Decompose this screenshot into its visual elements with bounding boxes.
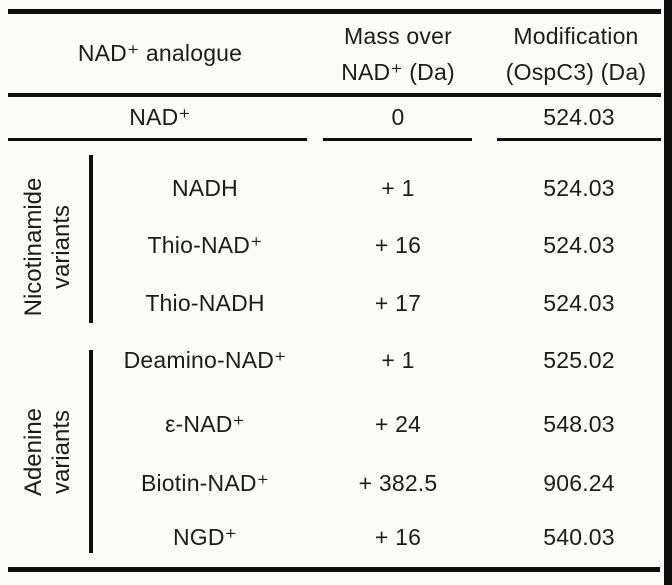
analogue-name: NAD⁺ <box>129 103 191 130</box>
analogue-name: NGD⁺ <box>172 523 238 550</box>
modification-value: 524.03 <box>543 103 615 130</box>
header-col-modification-line2: (OspC3) (Da) <box>505 58 647 85</box>
modification-value: 524.03 <box>543 231 615 258</box>
adenine-group-label: Adenine variants <box>19 342 77 562</box>
header-col-modification: Modification (OspC3) (Da) <box>484 14 668 93</box>
adenine-group-label-line2: variants <box>48 409 75 495</box>
header-separator-line <box>8 93 661 97</box>
analogue-name: NADH <box>172 174 238 201</box>
analogue-name: Thio-NADH <box>145 289 265 316</box>
adenine-group-label-line1: Adenine <box>20 407 47 497</box>
mass-value: 0 <box>391 103 405 130</box>
scan-edge-strip <box>664 0 672 585</box>
nicotinamide-group-label-line2: variants <box>48 204 75 290</box>
header-col-analogue: NAD⁺ analogue <box>77 40 243 66</box>
mass-value: + 16 <box>374 523 422 550</box>
nicotinamide-group-label-line1: Nicotinamide <box>20 177 47 317</box>
mass-value: + 1 <box>381 174 415 201</box>
header-col-mass-line2: NAD⁺ (Da) <box>341 58 455 85</box>
mass-value: + 382.5 <box>358 469 438 496</box>
header-col-mass-line1: Mass over <box>344 22 452 49</box>
mass-value: + 24 <box>374 410 422 437</box>
mass-value: + 17 <box>374 289 422 316</box>
base-row-underline-col1 <box>8 138 307 141</box>
modification-value: 524.03 <box>543 289 615 316</box>
mass-value: + 16 <box>374 231 422 258</box>
mass-value: + 1 <box>381 346 415 373</box>
modification-value: 525.02 <box>543 346 615 373</box>
adenine-group-bar <box>89 350 93 553</box>
base-row-underline-col3 <box>497 138 661 141</box>
header-col-mass: Mass over NAD⁺ (Da) <box>312 14 484 93</box>
modification-value: 906.24 <box>543 469 615 496</box>
table-top-border <box>8 9 661 14</box>
nicotinamide-group-bar <box>89 155 93 323</box>
header-col-modification-line1: Modification <box>513 22 639 49</box>
table-bottom-border <box>8 567 660 572</box>
nicotinamide-group-label: Nicotinamide variants <box>19 137 77 357</box>
analogue-name: Deamino-NAD⁺ <box>123 346 287 373</box>
modification-value: 540.03 <box>543 523 615 550</box>
analogue-name: Thio-NAD⁺ <box>147 231 263 258</box>
analogue-name: Biotin-NAD⁺ <box>140 469 270 496</box>
base-row-underline-col2 <box>323 138 472 141</box>
modification-value: 548.03 <box>543 410 615 437</box>
modification-value: 524.03 <box>543 174 615 201</box>
analogue-name: ε-NAD⁺ <box>165 410 245 437</box>
